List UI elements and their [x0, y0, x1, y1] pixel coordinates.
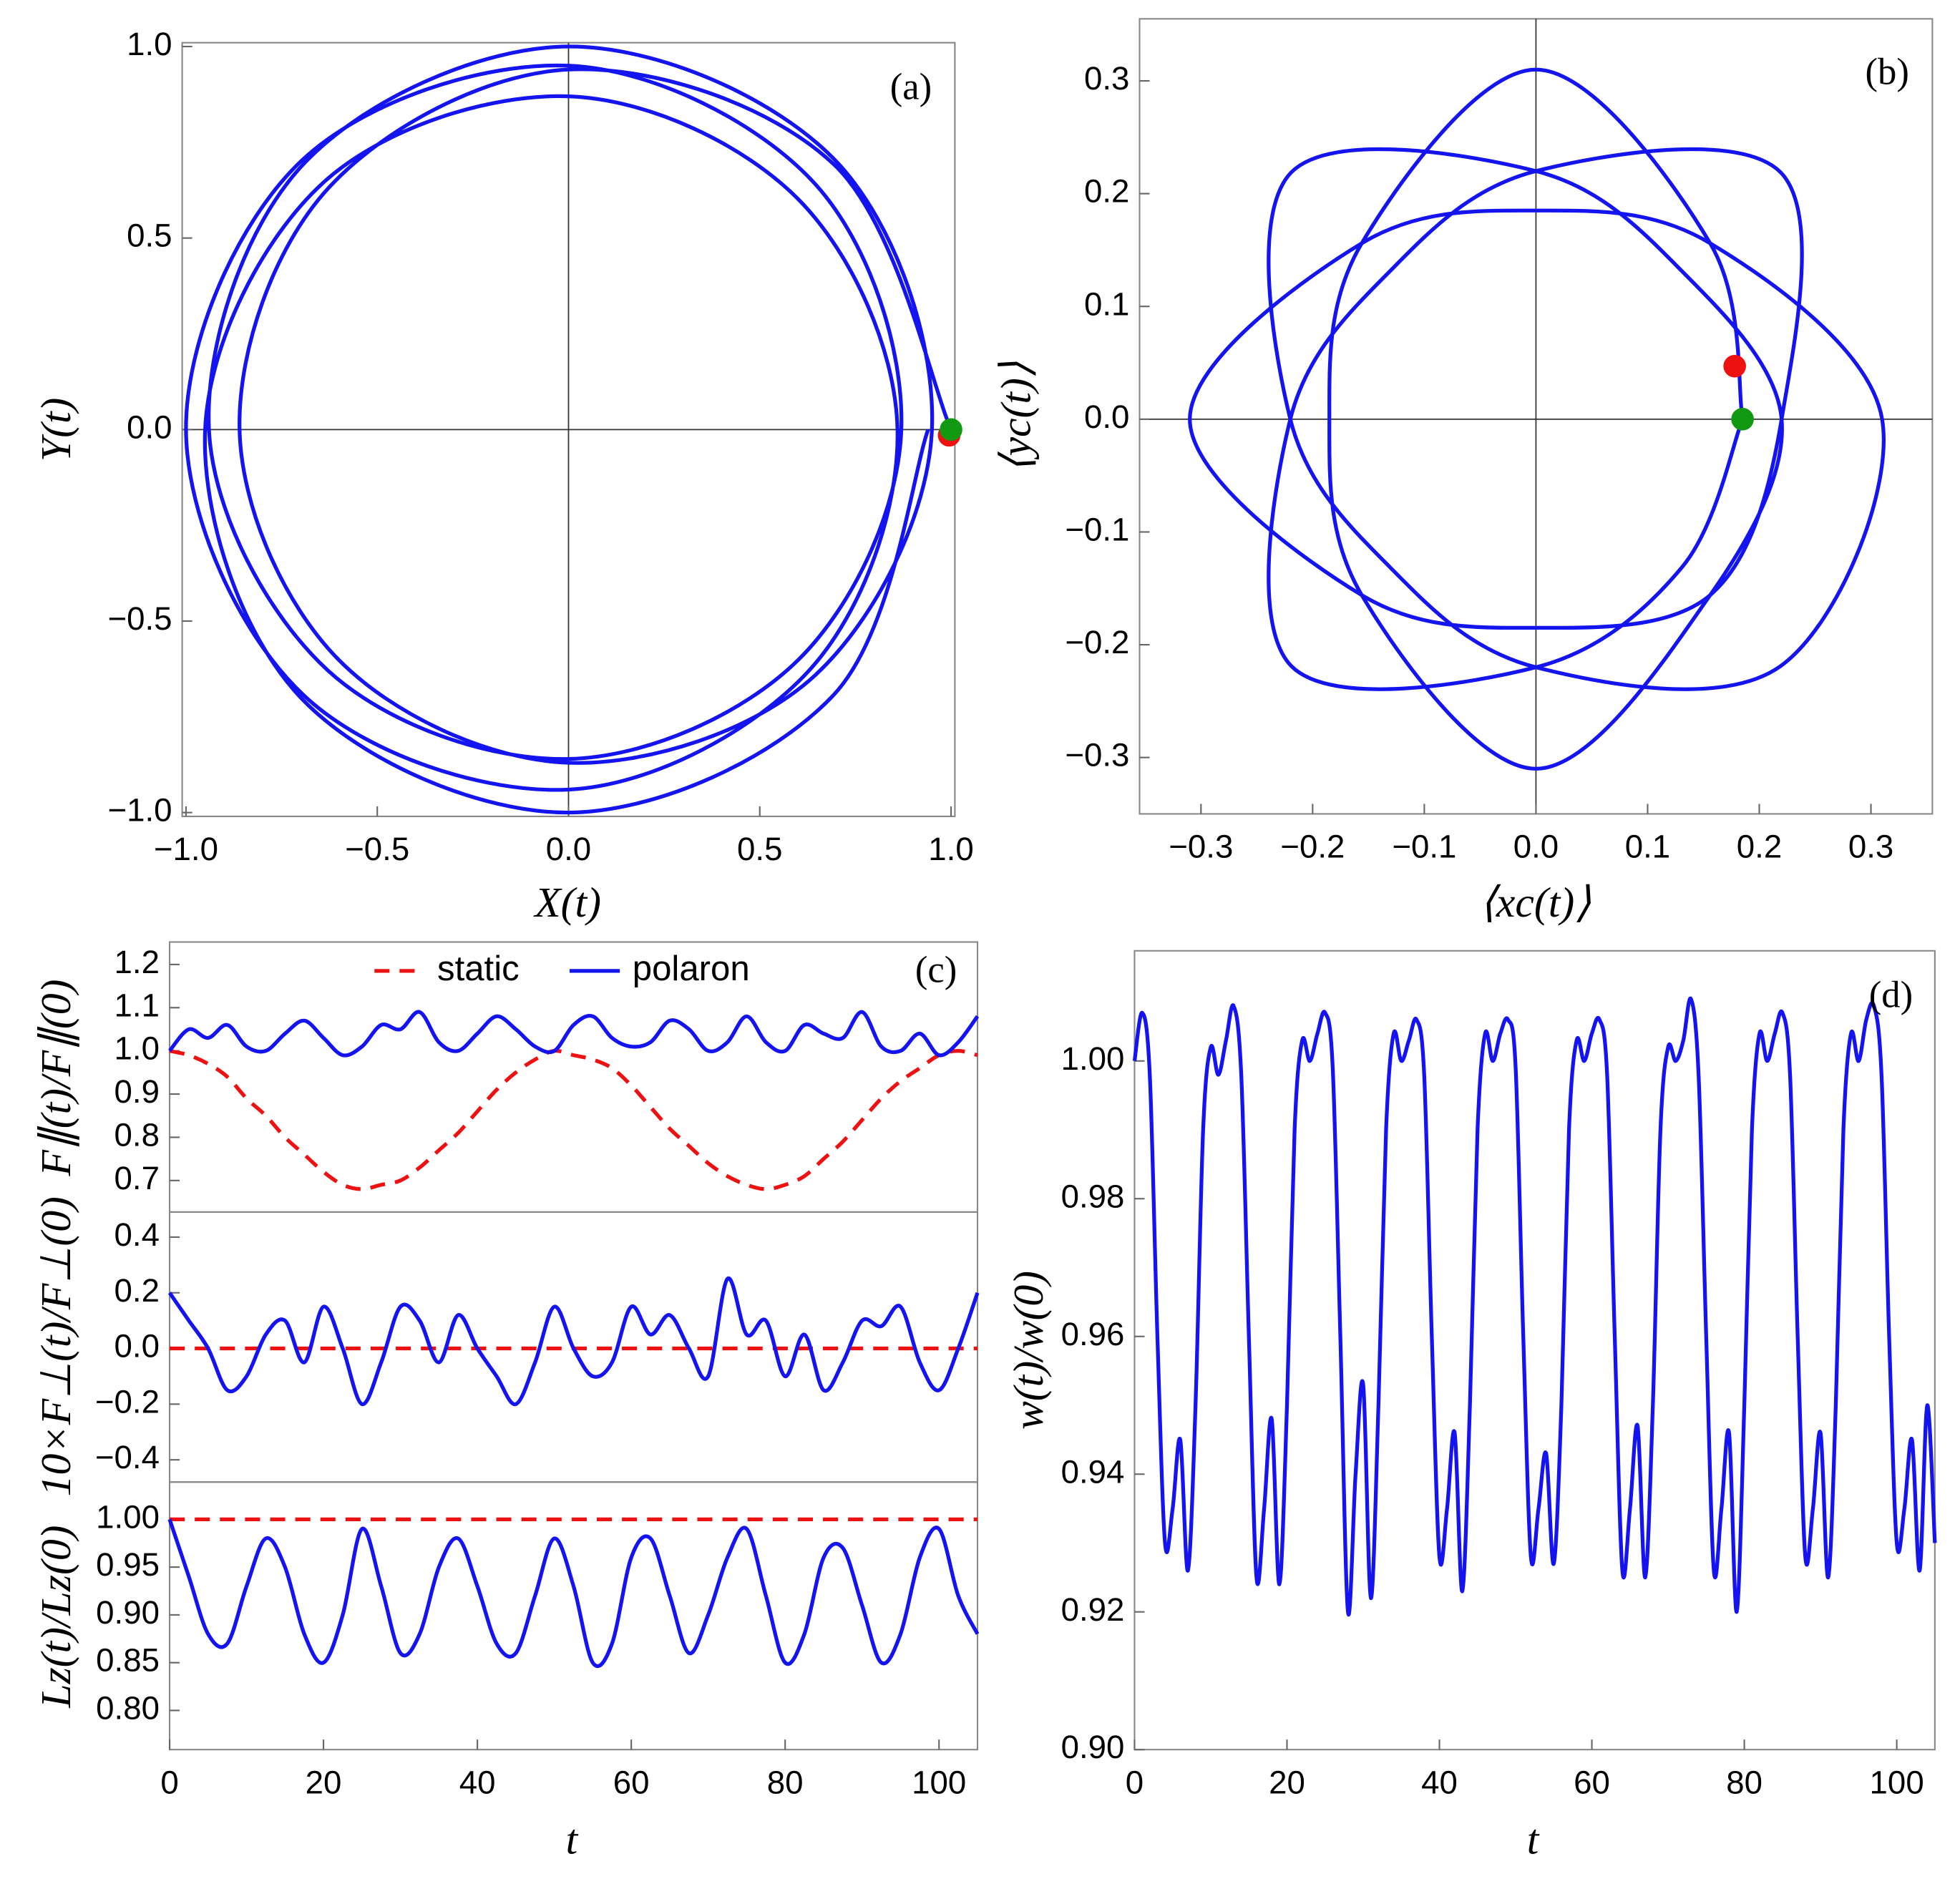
y-axis-label: ⟨yc(t)⟩ [992, 361, 1039, 473]
x-tick-label: 40 [459, 1764, 496, 1800]
y-tick-label: 0.8 [114, 1116, 160, 1153]
y-tick-label: 0.2 [1084, 173, 1129, 210]
panel-label: (a) [890, 66, 932, 107]
y-tick-label: 0.85 [96, 1642, 160, 1679]
y-tick-label: 1.0 [114, 1030, 160, 1067]
y-tick-label: −0.2 [1065, 624, 1129, 660]
panel-label: (b) [1865, 51, 1908, 92]
x-tick-label: 0.2 [1737, 829, 1782, 865]
y-tick-label: 0.1 [1084, 285, 1129, 322]
x-tick-label: 0.1 [1625, 829, 1670, 865]
y-axis-label: 10×F⊥(t)/F⊥(0) [32, 1196, 79, 1496]
y-axis-label: w(t)/w(0) [1005, 1271, 1052, 1430]
marker [1731, 408, 1754, 431]
y-tick-label: −0.2 [95, 1383, 160, 1420]
data-line [1188, 67, 1886, 771]
y-tick-label: 0.90 [1061, 1729, 1125, 1765]
x-tick-label: −0.2 [1280, 829, 1345, 865]
x-axis-label: ⟨xc(t)⟩ [1480, 879, 1591, 926]
legend-label: polaron [633, 950, 750, 988]
x-tick-label: 0 [1126, 1764, 1144, 1800]
x-tick-label: −0.5 [345, 831, 409, 867]
x-tick-label: −0.1 [1392, 829, 1456, 865]
x-axis-label: t [566, 1816, 579, 1863]
marker [1723, 354, 1746, 378]
y-tick-label: 1.2 [114, 944, 160, 980]
y-tick-label: 0.92 [1061, 1591, 1125, 1628]
x-tick-label: 20 [1269, 1764, 1305, 1800]
x-axis-label: t [1527, 1816, 1540, 1863]
y-axis-label: Y(t) [32, 398, 79, 462]
y-tick-label: 0.0 [114, 1328, 160, 1365]
y-tick-label: 0.98 [1061, 1178, 1125, 1214]
y-tick-label: 0.96 [1061, 1316, 1125, 1352]
data-line [184, 44, 953, 815]
y-tick-label: 0.0 [1084, 399, 1129, 435]
y-tick-label: −1.0 [107, 792, 172, 829]
data-line [167, 1277, 980, 1406]
y-tick-label: 0.5 [127, 218, 172, 254]
x-tick-label: 60 [613, 1764, 650, 1800]
x-tick-label: −1.0 [154, 831, 218, 867]
y-tick-label: 1.0 [127, 26, 172, 62]
x-tick-label: 0 [160, 1764, 178, 1800]
y-tick-label: 1.1 [114, 987, 160, 1023]
x-tick-label: 1.0 [928, 831, 973, 867]
x-tick-label: 0.3 [1848, 829, 1893, 865]
y-tick-label: 0.3 [1084, 60, 1129, 97]
panel-label: (c) [915, 949, 957, 990]
y-axis-label: F∥(t)/F∥(0) [32, 980, 79, 1177]
plot-frame [168, 941, 979, 1213]
x-tick-label: 20 [306, 1764, 342, 1800]
y-tick-label: −0.5 [107, 600, 172, 637]
y-tick-label: 0.0 [127, 409, 172, 445]
marker [940, 418, 962, 441]
y-axis-label: Lz(t)/Lz(0) [32, 1525, 79, 1708]
y-tick-label: −0.1 [1065, 512, 1129, 548]
y-tick-label: 0.95 [96, 1546, 160, 1583]
y-tick-label: 0.2 [114, 1272, 160, 1309]
y-tick-label: 0.4 [114, 1216, 160, 1253]
x-tick-label: 80 [767, 1764, 804, 1800]
x-tick-label: 0.5 [737, 831, 782, 867]
data-line [1132, 996, 1937, 1616]
data-line [167, 1518, 980, 1669]
x-tick-label: 60 [1574, 1764, 1610, 1800]
y-tick-label: −0.4 [95, 1439, 160, 1475]
x-tick-label: 80 [1726, 1764, 1762, 1800]
data-line [167, 1010, 980, 1058]
y-tick-label: 1.00 [1061, 1040, 1125, 1077]
x-tick-label: 40 [1421, 1764, 1458, 1800]
legend-label: static [437, 950, 520, 988]
plot-frame [1133, 950, 1936, 1751]
panel-label: (d) [1869, 975, 1913, 1016]
x-tick-label: −0.3 [1169, 829, 1233, 865]
x-tick-label: 0.0 [546, 831, 591, 867]
x-axis-label: X(t) [533, 879, 601, 926]
y-tick-label: 0.80 [96, 1689, 160, 1726]
data-line [169, 1048, 978, 1191]
y-tick-label: 0.90 [96, 1594, 160, 1631]
y-tick-label: 0.7 [114, 1160, 160, 1196]
x-tick-label: 0.0 [1513, 829, 1559, 865]
y-tick-label: 1.00 [96, 1498, 160, 1535]
plot-frame [168, 1481, 979, 1751]
y-tick-label: 0.94 [1061, 1453, 1125, 1490]
x-tick-label: 100 [1870, 1764, 1924, 1800]
x-tick-label: 100 [912, 1764, 966, 1800]
y-tick-label: 0.9 [114, 1073, 160, 1110]
y-tick-label: −0.3 [1065, 737, 1129, 773]
